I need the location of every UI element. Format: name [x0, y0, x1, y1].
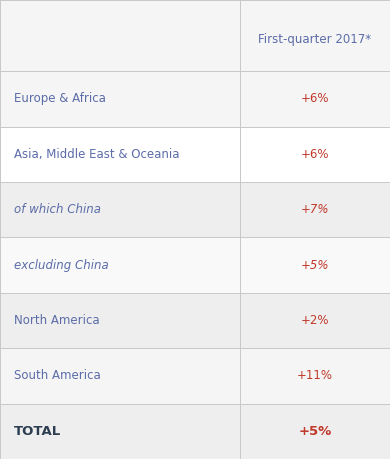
Text: +11%: +11% [297, 369, 333, 382]
Bar [0, 182, 390, 237]
Text: +7%: +7% [301, 203, 329, 216]
Bar [0, 237, 390, 293]
Text: +6%: +6% [301, 92, 329, 106]
Bar [0, 348, 390, 403]
Text: of which China: of which China [14, 203, 101, 216]
Bar [0, 0, 390, 71]
Bar [0, 293, 390, 348]
Text: +6%: +6% [301, 148, 329, 161]
Text: South America: South America [14, 369, 100, 382]
Text: North America: North America [14, 314, 99, 327]
Text: Asia, Middle East & Oceania: Asia, Middle East & Oceania [14, 148, 179, 161]
Bar [0, 403, 390, 459]
Text: TOTAL: TOTAL [14, 425, 61, 438]
Text: Europe & Africa: Europe & Africa [14, 92, 106, 106]
Bar [0, 127, 390, 182]
Text: First-quarter 2017*: First-quarter 2017* [258, 33, 372, 45]
Text: +2%: +2% [301, 314, 329, 327]
Text: +5%: +5% [298, 425, 332, 438]
Text: +5%: +5% [301, 258, 329, 272]
Text: excluding China: excluding China [14, 258, 108, 272]
Bar [0, 71, 390, 127]
